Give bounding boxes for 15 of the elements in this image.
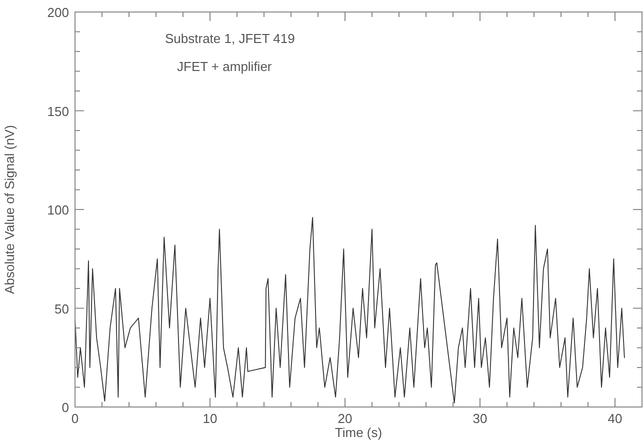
y-tick-label: 0: [62, 400, 69, 415]
x-axis-title: Time (s): [334, 425, 382, 440]
annotation: JFET + amplifier: [177, 59, 272, 74]
x-tick-label: 40: [608, 411, 622, 426]
y-tick-label: 200: [47, 5, 69, 20]
y-tick-label: 150: [47, 104, 69, 119]
y-tick-label: 100: [47, 202, 69, 218]
x-tick-label: 10: [202, 411, 218, 426]
x-tick-label: 20: [338, 411, 352, 426]
line-series: [74, 216, 625, 404]
x-tick-label: 0: [71, 411, 79, 426]
y-axis-title: Absolute Value of Signal (nV): [2, 125, 17, 294]
annotation: Substrate 1, JFET 419: [165, 31, 295, 46]
y-tick-label: 50: [54, 301, 69, 316]
x-tick-label: 30: [472, 411, 488, 426]
